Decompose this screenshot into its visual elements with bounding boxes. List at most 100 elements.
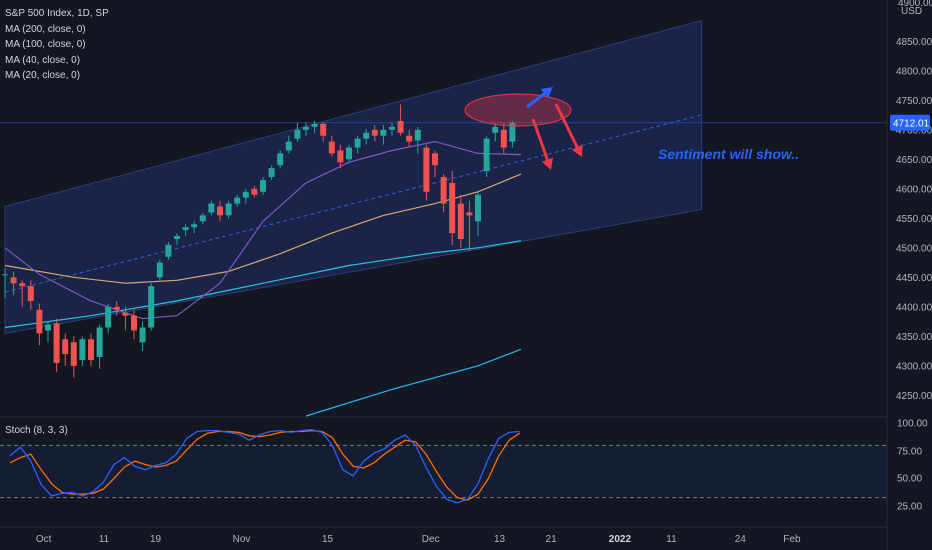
candle-body	[217, 206, 223, 216]
arrow-down	[531, 118, 553, 170]
candle-body	[165, 244, 172, 257]
price-axis-label: 4850.00	[896, 37, 932, 48]
candle-body	[19, 283, 26, 287]
sentiment-annotation[interactable]: Sentiment will show..	[658, 146, 800, 162]
candle-body	[2, 274, 8, 276]
time-axis-label: Dec	[422, 534, 440, 545]
time-axis-label: 19	[150, 534, 162, 545]
candle-body	[277, 153, 284, 166]
candle-body	[139, 327, 146, 343]
last-price-tag	[890, 114, 930, 131]
candle-body	[70, 342, 77, 366]
highlight-ellipse	[464, 93, 572, 127]
candle-body	[182, 227, 189, 231]
chart-legend: S&P 500 Index, 1D, SP MA (200, close, 0)…	[5, 6, 109, 84]
candle-body	[380, 129, 387, 136]
arrow-up-head	[540, 87, 553, 99]
stoch-axis-label: 100.00	[897, 419, 928, 430]
candle-body	[509, 122, 516, 142]
candle-body	[242, 191, 249, 198]
stoch-band	[0, 445, 887, 498]
candle-body	[105, 306, 112, 328]
price-axis-label: 4750.00	[896, 96, 932, 107]
candle-body	[311, 123, 318, 127]
candle-body	[406, 135, 413, 142]
price-axis-label: 4600.00	[896, 184, 932, 195]
ma-200-line	[305, 348, 522, 417]
arrow-down	[554, 103, 583, 157]
candle-body	[199, 215, 206, 222]
candle-body	[27, 286, 34, 301]
price-axis-label: 4800.00	[896, 66, 932, 77]
legend-ma-100[interactable]: MA (100, close, 0)	[5, 39, 86, 50]
stoch-legend[interactable]: Stoch (8, 3, 3)	[5, 425, 68, 436]
candle-body	[457, 203, 464, 239]
candle-body	[285, 141, 292, 151]
arrow-up	[526, 87, 553, 109]
legend-ma-200[interactable]: MA (200, close, 0)	[5, 23, 86, 35]
candle-body	[363, 132, 370, 139]
time-axis-label: 15	[322, 534, 334, 545]
candle-body	[174, 236, 180, 239]
candle-body	[113, 306, 120, 310]
candle-body	[449, 182, 456, 234]
legend-ma-20[interactable]: MA (20, close, 0)	[5, 70, 81, 81]
arrow-down-head	[541, 157, 553, 170]
candle-body	[88, 339, 94, 360]
candle-body	[79, 339, 86, 360]
candle-body	[414, 129, 421, 141]
candle-body	[371, 129, 378, 136]
price-axis-label: 4500.00	[896, 243, 932, 254]
legend-ma-40[interactable]: MA (40, close, 0)	[5, 54, 81, 66]
price-axis-label: 4300.00	[896, 361, 932, 372]
candle-body	[337, 150, 344, 163]
candle-body	[397, 120, 404, 133]
candle-body	[122, 312, 129, 316]
candle-body	[251, 188, 258, 195]
price-axis-label: 4450.00	[896, 273, 932, 284]
time-axis-label: 24	[735, 534, 747, 545]
candle-body	[36, 309, 43, 334]
price-axis-label: 4900.00	[898, 0, 932, 9]
arrow-down-shaft	[531, 118, 549, 161]
time-axis-label: 21	[546, 534, 558, 545]
candle-body	[268, 168, 275, 178]
price-axis-label: 4400.00	[896, 302, 932, 313]
candle-body	[45, 324, 51, 331]
last-price-label: 4712.01	[893, 119, 930, 130]
candle-body	[303, 126, 309, 130]
candle-body	[260, 179, 266, 192]
stoch-d-line	[9, 429, 520, 501]
candle-body	[148, 286, 155, 328]
candle-body	[320, 123, 327, 136]
stoch-axis-label: 75.00	[897, 447, 922, 458]
time-axis-label: Feb	[783, 534, 801, 545]
candle-body	[423, 147, 430, 192]
candle-body	[53, 323, 60, 363]
price-axis-label: 4550.00	[896, 214, 932, 225]
stoch-k-line	[9, 429, 520, 504]
legend-title[interactable]: S&P 500 Index, 1D, SP	[5, 8, 109, 19]
stoch-axis-label: 50.00	[897, 474, 922, 485]
candle-body	[328, 141, 335, 154]
arrow-up-shaft	[526, 92, 546, 109]
candle-body	[346, 147, 352, 160]
time-axis-label: Oct	[36, 534, 52, 545]
time-axis-label: 2022	[609, 534, 632, 545]
arrow-down-head	[571, 144, 583, 157]
arrow-down-shaft	[554, 103, 579, 148]
candle-body	[466, 212, 473, 216]
currency-label: USD	[901, 6, 922, 17]
candle-body	[191, 224, 198, 228]
candle-body	[96, 327, 103, 357]
candle-body	[432, 153, 438, 166]
time-axis-label: 13	[494, 534, 506, 545]
candle-body	[354, 138, 361, 148]
ma-20-line	[4, 140, 522, 320]
stoch-axis-label: 25.00	[897, 502, 922, 513]
time-axis-label: 11	[99, 534, 110, 545]
candle-body	[294, 129, 301, 139]
candle-body	[440, 177, 447, 204]
